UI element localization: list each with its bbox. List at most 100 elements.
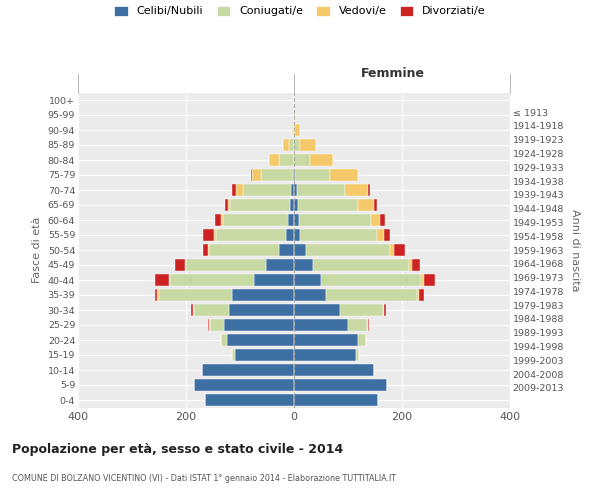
Bar [292, 184, 294, 196]
Bar [294, 289, 326, 301]
Bar [294, 334, 358, 346]
Bar [296, 184, 346, 196]
Bar [205, 394, 294, 406]
Bar [221, 214, 223, 226]
Bar [294, 124, 295, 136]
Bar [283, 139, 289, 151]
Bar [209, 244, 279, 256]
Bar [175, 259, 185, 271]
Bar [294, 304, 340, 316]
Bar [301, 229, 377, 241]
Bar [208, 319, 209, 331]
Bar [299, 214, 371, 226]
Bar [243, 184, 292, 196]
Bar [389, 244, 394, 256]
Bar [203, 244, 208, 256]
Bar [251, 169, 252, 181]
Bar [313, 259, 409, 271]
Bar [330, 169, 358, 181]
Bar [294, 139, 301, 151]
Bar [235, 349, 294, 361]
Bar [260, 169, 293, 181]
Bar [383, 229, 390, 241]
Bar [279, 244, 294, 256]
Bar [374, 199, 377, 211]
Bar [294, 214, 299, 226]
Text: COMUNE DI BOLZANO VICENTINO (VI) - Dati ISTAT 1° gennaio 2014 - Elaborazione TUT: COMUNE DI BOLZANO VICENTINO (VI) - Dati … [12, 474, 396, 483]
Bar [346, 184, 368, 196]
Bar [294, 229, 301, 241]
Bar [421, 274, 424, 286]
Bar [254, 274, 294, 286]
Text: Popolazione per età, sesso e stato civile - 2014: Popolazione per età, sesso e stato civil… [12, 442, 343, 456]
Bar [232, 184, 236, 196]
Y-axis label: Anni di nascita: Anni di nascita [570, 209, 580, 291]
Bar [155, 289, 157, 301]
Bar [294, 154, 310, 166]
Bar [236, 184, 242, 196]
Bar [368, 319, 369, 331]
Bar [380, 214, 385, 226]
Bar [326, 289, 417, 301]
Bar [301, 139, 316, 151]
Bar [358, 334, 366, 346]
Bar [202, 364, 294, 376]
Bar [377, 229, 383, 241]
Bar [294, 394, 378, 406]
Bar [294, 259, 313, 271]
Bar [294, 109, 295, 121]
Bar [394, 244, 404, 256]
Bar [348, 319, 367, 331]
Bar [294, 319, 348, 331]
Bar [155, 274, 169, 286]
Bar [294, 274, 321, 286]
Bar [227, 199, 230, 211]
Bar [185, 259, 186, 271]
Bar [358, 199, 374, 211]
Bar [294, 199, 298, 211]
Bar [294, 244, 306, 256]
Bar [203, 229, 214, 241]
Bar [340, 304, 383, 316]
Bar [225, 199, 227, 211]
Bar [223, 214, 287, 226]
Bar [211, 319, 224, 331]
Bar [224, 319, 294, 331]
Bar [293, 124, 294, 136]
Bar [232, 289, 294, 301]
Bar [230, 199, 290, 211]
Bar [310, 154, 333, 166]
Bar [294, 169, 295, 181]
Bar [194, 304, 229, 316]
Bar [208, 244, 209, 256]
Bar [367, 319, 368, 331]
Bar [292, 124, 293, 136]
Bar [186, 259, 266, 271]
Bar [287, 214, 294, 226]
Bar [194, 379, 294, 391]
Bar [295, 124, 301, 136]
Bar [209, 319, 211, 331]
Bar [252, 169, 260, 181]
Bar [232, 349, 235, 361]
Bar [294, 364, 374, 376]
Bar [295, 169, 330, 181]
Bar [157, 289, 159, 301]
Bar [371, 214, 380, 226]
Bar [269, 154, 279, 166]
Bar [356, 349, 359, 361]
Bar [409, 259, 412, 271]
Bar [229, 304, 294, 316]
Bar [383, 304, 384, 316]
Bar [221, 334, 227, 346]
Bar [170, 274, 254, 286]
Bar [214, 229, 216, 241]
Bar [159, 289, 232, 301]
Bar [412, 259, 420, 271]
Bar [321, 274, 421, 286]
Y-axis label: Fasce di età: Fasce di età [32, 217, 42, 283]
Bar [290, 199, 294, 211]
Bar [227, 334, 294, 346]
Bar [279, 154, 294, 166]
Bar [289, 139, 294, 151]
